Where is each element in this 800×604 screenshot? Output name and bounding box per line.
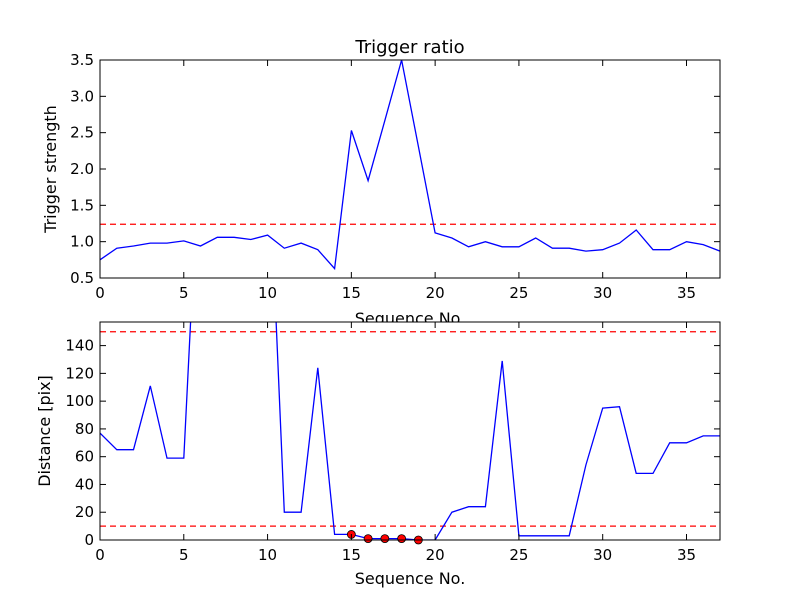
bottom-y-axis-label: Distance [pix] [35,375,54,487]
bottom-tick-layer: 0 5 10 15 20 25 30 35 0 20 40 60 80 100 120 140 [65,322,720,564]
bottom-x-tick-label: 10 [258,546,277,564]
top-x-tick-label: 5 [179,284,189,302]
bottom-y-tick-label: 40 [75,475,94,493]
top-x-tick-label: 0 [95,284,105,302]
bottom-x-tick-label: 20 [426,546,445,564]
bottom-y-tick-label: 100 [65,392,94,410]
top-y-tick-label: 3.5 [70,51,94,69]
top-y-tick-label: 1.0 [70,233,94,251]
bottom-x-axis-label: Sequence No. [355,569,466,588]
bottom-marker-point [380,534,390,544]
bottom-y-tick-label: 120 [65,364,94,382]
bottom-x-tick-label: 30 [593,546,612,564]
top-y-axis-label: Trigger strength [41,105,60,234]
top-y-tick-label: 2.0 [70,160,94,178]
bottom-series-line-0 [100,322,720,540]
bottom-series-layer [100,322,720,540]
top-panel: 0 5 10 15 20 25 30 35 0.5 1.0 1.5 2.0 2.5 3.0 3.5 Trig… [41,37,721,328]
top-x-tick-label: 15 [342,284,361,302]
top-x-tick-label: 20 [426,284,445,302]
top-plot-area [100,60,720,278]
top-y-tick-label: 0.5 [70,269,94,287]
bottom-y-tick-label: 60 [75,448,94,466]
bottom-x-tick-label: 0 [95,546,105,564]
top-tick-layer: 0 5 10 15 20 25 30 35 0.5 1.0 1.5 2.0 2.5 3.0 3.5 [70,51,720,302]
top-y-tick-label: 1.5 [70,196,94,214]
top-x-tick-label: 35 [677,284,696,302]
bottom-x-tick-label: 15 [342,546,361,564]
bottom-panel: 0 5 10 15 20 25 30 35 0 20 40 60 80 100 120 140 Sequenc… [35,321,721,588]
top-series-layer [100,60,720,271]
bottom-threshold-layer [100,331,720,527]
top-x-tick-label: 30 [593,284,612,302]
top-x-tick-label: 25 [509,284,528,302]
bottom-plot-frame [99,321,721,541]
top-x-tick-label: 10 [258,284,277,302]
bottom-x-tick-label: 5 [179,546,189,564]
top-series-line-0 [100,60,720,271]
bottom-marker-point [397,534,407,544]
bottom-y-tick-label: 140 [65,337,94,355]
bottom-y-tick-label: 20 [75,503,94,521]
top-y-tick-label: 2.5 [70,124,94,142]
top-plot-frame [99,59,721,279]
top-chart-title: Trigger ratio [354,37,464,58]
bottom-y-tick-label: 80 [75,420,94,438]
bottom-plot-area [100,322,720,540]
bottom-x-tick-label: 35 [677,546,696,564]
bottom-x-tick-label: 25 [509,546,528,564]
bottom-marker-point [363,534,373,544]
bottom-y-tick-label: 0 [84,531,94,549]
top-y-tick-label: 3.0 [70,87,94,105]
